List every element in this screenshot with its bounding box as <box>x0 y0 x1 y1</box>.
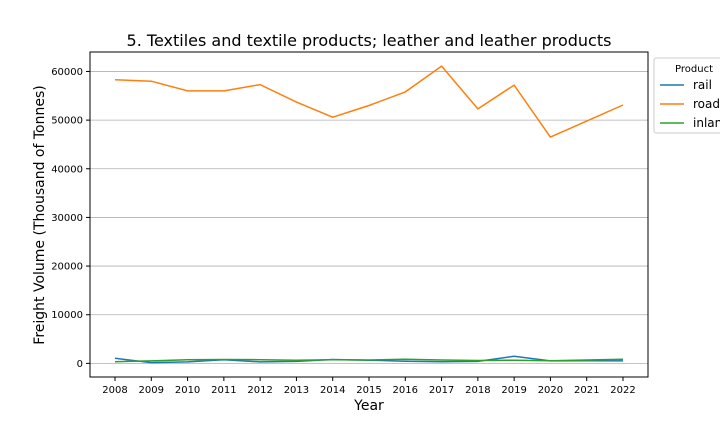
x-axis-title: Year <box>353 398 384 414</box>
y-tick-label: 0 <box>77 359 83 370</box>
grid-lines <box>90 71 648 364</box>
x-tick-label: 2011 <box>211 385 236 396</box>
legend-label: road <box>693 97 720 111</box>
y-tick-label: 10000 <box>51 310 83 321</box>
x-tick-label: 2016 <box>393 385 418 396</box>
legend: Product rail road inland waterway <box>653 57 720 134</box>
x-tick-label: 2010 <box>175 385 200 396</box>
series-lines <box>114 65 624 364</box>
x-tick-label: 2012 <box>247 385 272 396</box>
x-tick-label: 2013 <box>284 385 309 396</box>
plot-frame <box>89 51 649 378</box>
legend-label: inland waterway <box>693 116 720 130</box>
x-tick-label: 2022 <box>610 385 635 396</box>
y-axis: 0 10000 20000 30000 40000 50000 60000 <box>51 67 90 370</box>
y-tick-label: 60000 <box>51 67 83 78</box>
x-tick-label: 2014 <box>320 385 345 396</box>
x-tick-label: 2019 <box>501 385 526 396</box>
x-tick-label: 2009 <box>139 385 164 396</box>
series-line-road <box>114 65 624 139</box>
x-tick-label: 2015 <box>356 385 381 396</box>
y-tick-label: 50000 <box>51 116 83 127</box>
legend-label: rail <box>693 78 712 92</box>
x-tick-label: 2017 <box>429 385 454 396</box>
y-tick-label: 20000 <box>51 262 83 273</box>
series-line-inland-waterway <box>114 358 624 363</box>
y-tick-label: 40000 <box>51 164 83 175</box>
x-tick-label: 2021 <box>574 385 599 396</box>
legend-title: Product <box>675 64 713 75</box>
x-tick-label: 2018 <box>465 385 490 396</box>
x-tick-label: 2020 <box>538 385 563 396</box>
y-tick-label: 30000 <box>51 213 83 224</box>
y-axis-title: Freight Volume (Thousand of Tonnes) <box>32 85 48 344</box>
chart-title: 5. Textiles and textile products; leathe… <box>127 31 612 50</box>
x-axis: 2008 2009 2010 2011 2012 2013 2014 2015 2016 2017… <box>102 377 636 396</box>
x-tick-label: 2008 <box>102 385 127 396</box>
legend-frame <box>653 57 720 134</box>
